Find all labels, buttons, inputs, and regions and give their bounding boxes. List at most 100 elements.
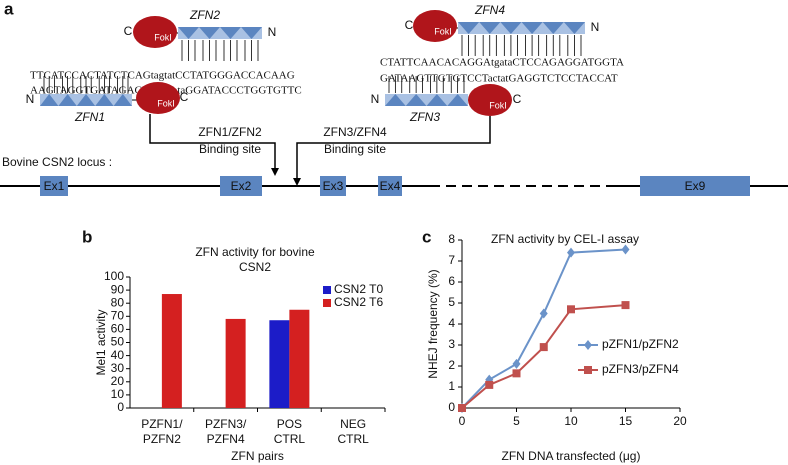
sequence: TTCATCCACTATCTCAGtagtatCCTATGGGACCACAAG [30, 70, 295, 82]
y-tick-label: 5 [448, 295, 455, 309]
y-tick-label: 7 [448, 253, 455, 267]
exon [220, 176, 262, 196]
sequence: CTATTCAACACAGGAtgataCTCCAGAGGATGGTA [380, 57, 624, 69]
bar [269, 320, 290, 408]
bar [289, 309, 310, 408]
zinc-finger [500, 22, 522, 34]
exon [378, 176, 402, 196]
zinc-finger [220, 27, 241, 39]
foki-domain [413, 10, 457, 42]
legend-label: pZFN3/pZFN4 [602, 362, 679, 376]
point [539, 343, 548, 352]
foki-domain [133, 16, 177, 48]
y-tick-label: 0 [448, 400, 455, 414]
zinc-finger [521, 22, 543, 34]
legend-swatch [323, 286, 331, 294]
locus-label: Bovine CSN2 locus : [2, 155, 112, 169]
zfn-name: ZFN2 [189, 8, 220, 22]
zinc-finger [178, 27, 199, 39]
legend-marker [584, 340, 592, 350]
y-tick-label: 1 [448, 379, 455, 393]
zinc-finger [113, 94, 132, 106]
x-axis-title: ZFN DNA transfected (μg) [502, 449, 641, 463]
x-tick-label: PZFN3/PZFN4 [205, 417, 247, 446]
x-tick-label: 5 [513, 414, 520, 428]
point [539, 308, 548, 319]
zinc-finger [405, 94, 427, 106]
y-axis-title: Mel1 activity [94, 309, 108, 375]
point [621, 244, 630, 255]
foki-domain [136, 82, 180, 114]
legend-label: pZFN1/pZFN2 [602, 337, 679, 351]
series-line [461, 304, 626, 409]
n-terminus: N [591, 20, 600, 34]
c-terminus: C [513, 92, 522, 106]
x-tick-label: POS CTRL [274, 417, 306, 446]
exon [640, 176, 750, 196]
exon-label: Ex4 [380, 179, 401, 193]
point [512, 369, 521, 378]
binding-site-name: ZFN3/ZFN4 [323, 125, 387, 139]
n-terminus: N [268, 25, 277, 39]
panel-label: a [4, 0, 14, 18]
y-axis-title: NHEJ frequency (%) [426, 269, 440, 378]
zfn-bar [385, 94, 468, 106]
connector [296, 116, 491, 180]
y-tick-label: 60 [111, 322, 125, 336]
y-tick-label: 8 [448, 232, 455, 246]
y-tick-label: 3 [448, 337, 455, 351]
zinc-finger [95, 94, 114, 106]
y-tick-label: 80 [111, 295, 125, 309]
zinc-finger [385, 94, 406, 106]
point [458, 404, 466, 412]
zinc-finger [58, 94, 77, 106]
x-axis-title: ZFN pairs [231, 449, 284, 463]
y-tick-label: 70 [111, 308, 125, 322]
n-terminus: N [371, 92, 380, 106]
exon-label: Ex3 [323, 179, 344, 193]
exon-label: Ex2 [231, 179, 252, 193]
point [567, 247, 575, 258]
bar [225, 318, 246, 408]
zinc-finger [40, 94, 59, 106]
zinc-finger [563, 22, 585, 34]
x-tick-label: 10 [564, 414, 578, 428]
zinc-finger [479, 22, 501, 34]
c-terminus: C [180, 90, 189, 104]
n-terminus: N [26, 92, 35, 106]
sequence: GATAAGTTGTGTCCTactatGAGGTCTCCTACCAT [380, 73, 618, 85]
panel-a: a TTCATCCACTATCTCAGtagtatCCTATGGGACCACAA… [0, 0, 788, 187]
zinc-finger [458, 22, 480, 34]
point [512, 358, 521, 369]
zfn-bar [178, 27, 262, 39]
x-tick-label: 20 [673, 414, 687, 428]
exon [320, 176, 346, 196]
legend-swatch [323, 299, 331, 307]
chart-title: ZFN activity for bovine CSN2 [195, 245, 315, 274]
zfn-name: ZFN3 [409, 110, 440, 124]
foki-label: FokI [489, 100, 507, 110]
y-tick-label: 40 [111, 348, 125, 362]
legend-marker [584, 366, 592, 374]
y-tick-label: 30 [111, 361, 125, 375]
panel-label: c [422, 227, 431, 246]
panel-label: b [82, 227, 92, 246]
x-tick-label: NEG CTRL [337, 417, 369, 446]
zfn-name: ZFN1 [74, 110, 105, 124]
x-tick-label: 0 [459, 414, 466, 428]
zinc-finger [241, 27, 262, 39]
foki-label: FokI [154, 32, 172, 42]
legend-label: CSN2 T6 [334, 295, 383, 309]
series-line [461, 248, 626, 409]
exon [40, 176, 68, 196]
zinc-finger [76, 94, 96, 106]
arrowhead [293, 178, 301, 186]
x-tick-label: PZFN1/PZFN2 [141, 417, 183, 446]
bar [161, 294, 182, 408]
zinc-finger [426, 94, 448, 106]
y-tick-label: 90 [111, 282, 125, 296]
y-tick-label: 0 [117, 400, 124, 414]
y-tick-label: 10 [111, 387, 125, 401]
c-terminus: C [124, 24, 133, 38]
